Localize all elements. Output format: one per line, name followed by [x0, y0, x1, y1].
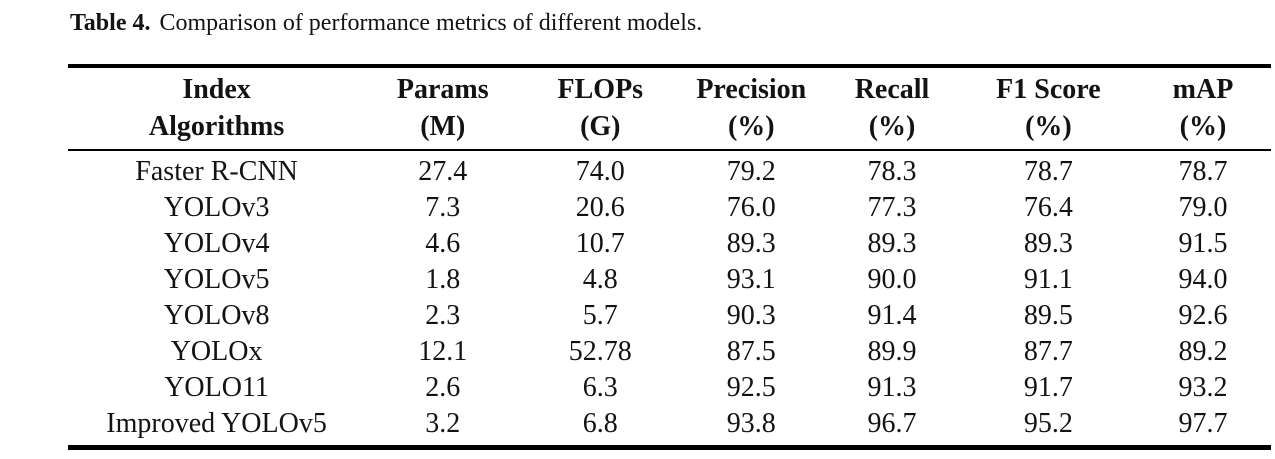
- cell-algorithm: YOLO11: [164, 372, 269, 403]
- column-header-recall: Recall (%): [822, 66, 962, 151]
- cell-map: 93.2: [1178, 372, 1228, 403]
- column-header-precision: Precision (%): [680, 66, 823, 151]
- cell-params: 2.3: [425, 300, 461, 331]
- cell-precision: 93.8: [726, 408, 776, 439]
- column-header-params: Params (M): [365, 66, 521, 151]
- cell-map: 97.7: [1178, 408, 1228, 439]
- cell-flops: 6.3: [582, 372, 618, 403]
- cell-flops: 6.8: [582, 408, 618, 439]
- cell-precision: 79.2: [726, 156, 776, 187]
- cell-algorithm: YOLOv3: [163, 192, 270, 223]
- cell-flops: 20.6: [575, 192, 625, 223]
- cell-precision: 93.1: [726, 264, 776, 295]
- table-row: YOLOv3 7.3 20.6 76.0 77.3 76.4 79.0: [68, 190, 1271, 226]
- cell-params: 1.8: [425, 264, 461, 295]
- cell-algorithm: Faster R-CNN: [135, 156, 298, 187]
- cell-flops: 10.7: [575, 228, 625, 259]
- column-header-line: (%): [1025, 111, 1072, 142]
- cell-params: 7.3: [425, 192, 461, 223]
- cell-params: 12.1: [418, 336, 468, 367]
- cell-recall: 89.9: [867, 336, 917, 367]
- cell-f1-score: 91.1: [1023, 264, 1073, 295]
- table-row: YOLOx 12.1 52.78 87.5 89.9 87.7 89.2: [68, 334, 1271, 370]
- cell-f1-score: 95.2: [1023, 408, 1073, 439]
- cell-algorithm: Improved YOLOv5: [106, 408, 327, 439]
- cell-params: 27.4: [418, 156, 468, 187]
- cell-map: 92.6: [1178, 300, 1228, 331]
- cell-params: 2.6: [425, 372, 461, 403]
- cell-recall: 78.3: [867, 156, 917, 187]
- column-header-line: (%): [868, 111, 916, 142]
- column-header-map: mAP (%): [1135, 66, 1271, 151]
- column-header-line: Params: [396, 74, 489, 105]
- column-header-line: (%): [1179, 111, 1227, 142]
- cell-precision: 89.3: [726, 228, 776, 259]
- cell-flops: 52.78: [568, 336, 632, 367]
- cell-f1-score: 89.3: [1023, 228, 1073, 259]
- table-caption: Table 4. Comparison of performance metric…: [70, 8, 1271, 38]
- column-header-flops: FLOPs (G): [520, 66, 681, 151]
- column-header-line: mAP: [1172, 74, 1234, 105]
- cell-map: 79.0: [1178, 192, 1228, 223]
- cell-flops: 74.0: [575, 156, 625, 187]
- cell-f1-score: 91.7: [1023, 372, 1073, 403]
- column-header-f1-score: F1 Score (%): [961, 66, 1136, 151]
- cell-flops: 5.7: [582, 300, 618, 331]
- cell-flops: 4.8: [582, 264, 618, 295]
- cell-map: 94.0: [1178, 264, 1228, 295]
- header-row: Index Algorithms Params (M) FLOPs (G) Pr…: [68, 66, 1271, 151]
- cell-map: 89.2: [1178, 336, 1228, 367]
- cell-recall: 89.3: [867, 228, 917, 259]
- table-row: YOLOv8 2.3 5.7 90.3 91.4 89.5 92.6: [68, 298, 1271, 334]
- cell-params: 4.6: [425, 228, 461, 259]
- cell-recall: 91.3: [867, 372, 917, 403]
- column-header-line: (G): [580, 111, 621, 142]
- column-header-line: FLOPs: [557, 74, 644, 105]
- column-header-line: Index: [182, 74, 251, 105]
- cell-map: 91.5: [1178, 228, 1228, 259]
- cell-recall: 96.7: [867, 408, 917, 439]
- metrics-table: Index Algorithms Params (M) FLOPs (G) Pr…: [68, 64, 1271, 450]
- column-header-algorithms: Index Algorithms: [68, 66, 366, 151]
- table-caption-label: Table 4.: [70, 10, 151, 36]
- cell-f1-score: 76.4: [1023, 192, 1073, 223]
- table-row: Improved YOLOv5 3.2 6.8 93.8 96.7 95.2 9…: [68, 406, 1271, 448]
- cell-precision: 76.0: [726, 192, 776, 223]
- table-row: YOLOv4 4.6 10.7 89.3 89.3 89.3 91.5: [68, 226, 1271, 262]
- column-header-line: (M): [420, 111, 466, 142]
- table-row: YOLO11 2.6 6.3 92.5 91.3 91.7 93.2: [68, 370, 1271, 406]
- cell-algorithm: YOLOv5: [163, 264, 270, 295]
- cell-f1-score: 78.7: [1023, 156, 1073, 187]
- cell-recall: 90.0: [867, 264, 917, 295]
- cell-f1-score: 87.7: [1023, 336, 1073, 367]
- cell-recall: 77.3: [867, 192, 917, 223]
- cell-map: 78.7: [1178, 156, 1228, 187]
- column-header-line: Recall: [854, 74, 930, 105]
- cell-algorithm: YOLOx: [170, 336, 263, 367]
- table-caption-text: Comparison of performance metrics of dif…: [159, 10, 703, 36]
- table-row: Faster R-CNN 27.4 74.0 79.2 78.3 78.7 78…: [68, 150, 1271, 190]
- cell-params: 3.2: [425, 408, 461, 439]
- column-header-line: (%): [727, 111, 775, 142]
- cell-recall: 91.4: [867, 300, 917, 331]
- column-header-line: F1 Score: [996, 74, 1101, 105]
- cell-precision: 90.3: [726, 300, 776, 331]
- cell-precision: 87.5: [726, 336, 776, 367]
- table-row: YOLOv5 1.8 4.8 93.1 90.0 91.1 94.0: [68, 262, 1271, 298]
- column-header-line: Precision: [696, 74, 807, 105]
- cell-precision: 92.5: [726, 372, 776, 403]
- column-header-line: Algorithms: [148, 111, 285, 142]
- cell-f1-score: 89.5: [1023, 300, 1073, 331]
- cell-algorithm: YOLOv4: [163, 228, 270, 259]
- cell-algorithm: YOLOv8: [163, 300, 270, 331]
